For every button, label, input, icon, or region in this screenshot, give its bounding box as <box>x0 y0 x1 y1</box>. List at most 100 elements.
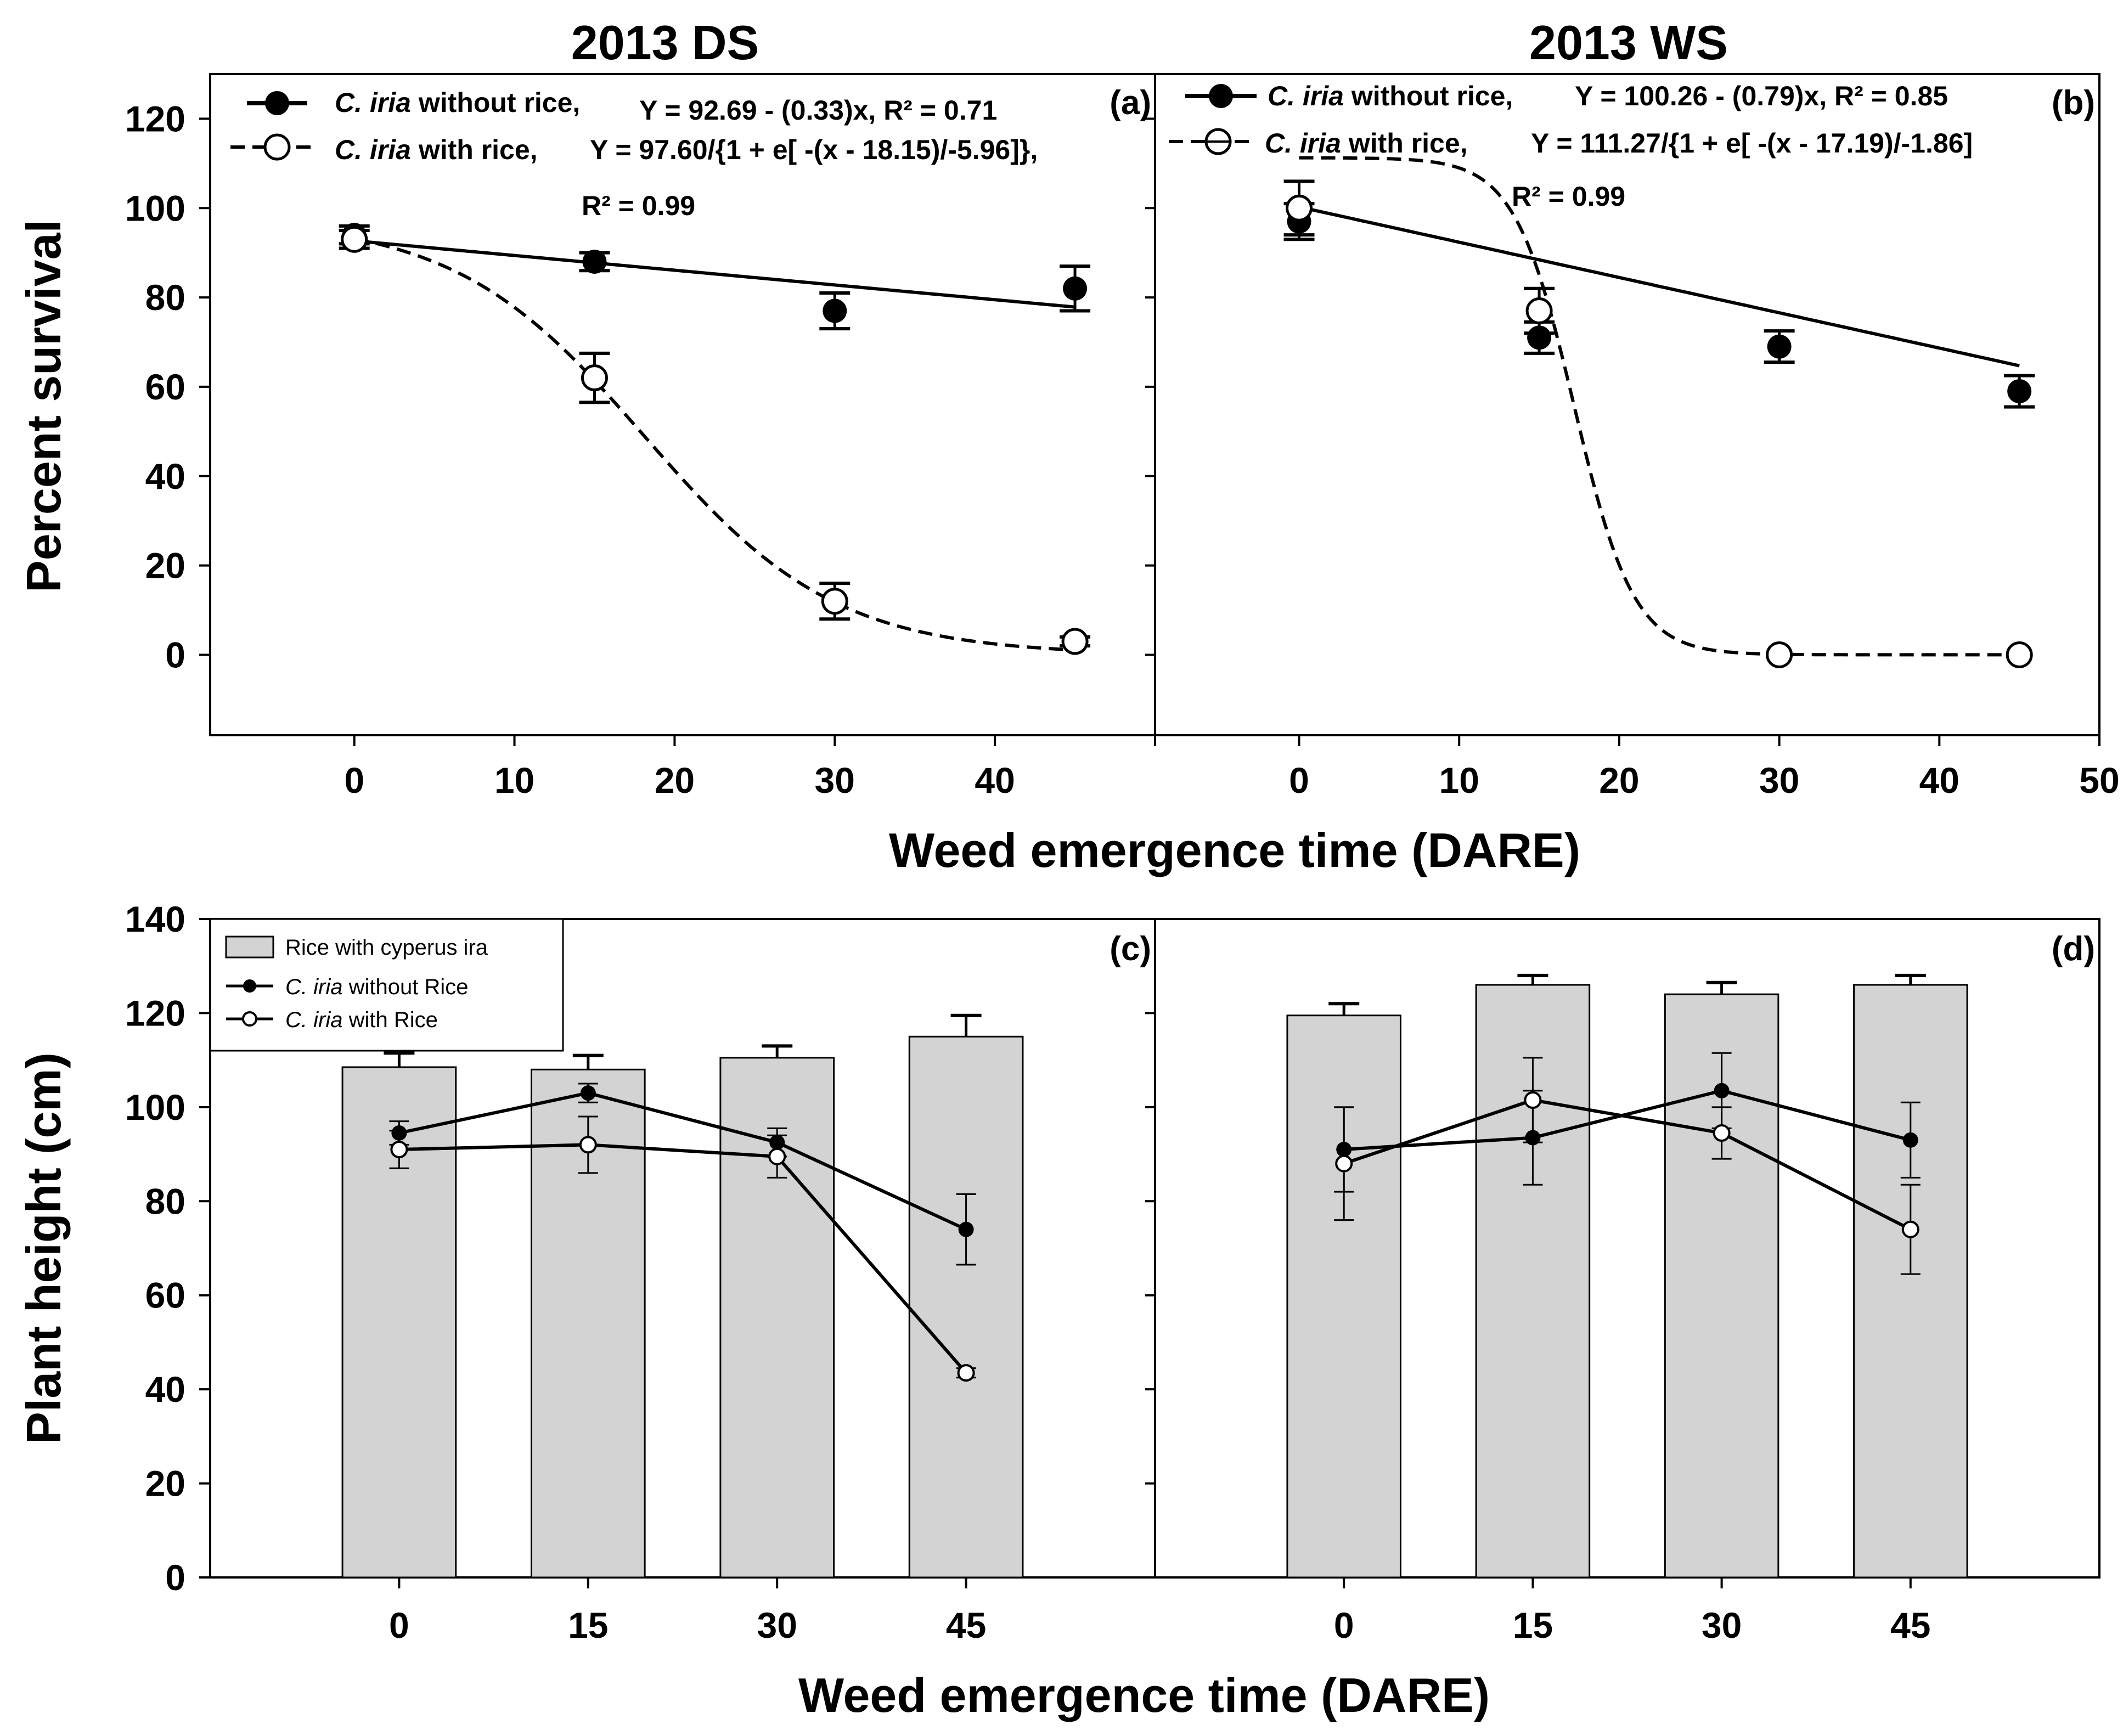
legend-c-open-marker <box>242 1011 257 1027</box>
point-a-without-rice-45 <box>1063 276 1088 301</box>
point-a-with-rice-30 <box>821 588 848 615</box>
y-tick-label-c-140: 140 <box>125 899 185 939</box>
point-b-with-rice-30 <box>1766 641 1793 668</box>
legend-a-filled-marker <box>265 91 289 115</box>
panel-label-b: (b) <box>2052 84 2095 122</box>
point-a-with-rice-0 <box>341 226 368 253</box>
panel-c-height-ds: 0 15 30 45 0 20 40 60 80 100 120 140 <box>125 899 1024 1645</box>
x-axis-label-bottom: Weed emergence time (DARE) <box>798 1668 1490 1722</box>
y-tick-label-c-0: 0 <box>165 1557 185 1598</box>
title-2013-ws: 2013 WS <box>1529 15 1728 70</box>
legend-c-entry-3: C. iria with Rice <box>285 1008 438 1032</box>
x-tick-label-c-30: 30 <box>757 1605 797 1645</box>
point-a-with-rice-15 <box>581 364 608 392</box>
point-d-without-rice-30 <box>1714 1083 1730 1098</box>
legend-a-entry-2-italic: C. iria <box>335 134 411 165</box>
point-d-with-rice-0 <box>1335 1154 1353 1173</box>
legend-panel-b: C. iria without rice, Y = 100.26 - (0.79… <box>1169 81 1973 212</box>
panel-d-height-ws: 0 15 30 45 <box>1145 918 1968 1645</box>
x-tick-label-d-30: 30 <box>1702 1605 1742 1645</box>
point-b-with-rice-15 <box>1525 297 1553 325</box>
point-c-with-rice-0 <box>390 1141 408 1158</box>
y-axis-label-bottom: Plant height (cm) <box>16 1052 71 1444</box>
legend-a-entry-1-text: without rice, <box>411 87 580 118</box>
point-a-without-rice-30 <box>823 298 847 323</box>
point-c-without-rice-15 <box>580 1085 596 1101</box>
legend-a-open-marker <box>263 133 291 161</box>
legend-c-filled-marker <box>243 979 256 993</box>
point-d-without-rice-45 <box>1902 1132 1918 1148</box>
x-tick-label-c-15: 15 <box>568 1605 608 1645</box>
legend-a-entry-2-text: with rice, <box>411 134 538 165</box>
point-c-without-rice-45 <box>958 1221 974 1237</box>
y-tick-label-c-60: 60 <box>145 1275 185 1316</box>
legend-a-entry-1: C. iria without rice, <box>335 87 580 118</box>
x-tick-label-b-50: 50 <box>2079 760 2119 801</box>
panel-b-survival-ws: 0 10 20 30 40 50 <box>1145 117 2120 801</box>
x-tick-label-a-10: 10 <box>494 760 534 801</box>
bar-d-45 <box>1853 984 1968 1579</box>
legend-c-entry-3-text: with Rice <box>342 1008 437 1032</box>
legend-b-entry-1: C. iria without rice, <box>1268 81 1513 111</box>
point-d-with-rice-15 <box>1524 1091 1542 1109</box>
y-tick-label-a-60: 60 <box>145 367 185 407</box>
bar-c-45 <box>908 1035 1024 1579</box>
x-tick-label-a-40: 40 <box>975 760 1015 801</box>
legend-a-r2: R² = 0.99 <box>582 190 695 221</box>
y-tick-label-c-80: 80 <box>145 1181 185 1221</box>
title-2013-ds: 2013 DS <box>571 15 759 70</box>
legend-b-filled-marker <box>1209 84 1233 108</box>
point-c-with-rice-15 <box>579 1136 597 1154</box>
legend-panel-a: C. iria without rice, Y = 92.69 - (0.33)… <box>230 87 1038 221</box>
x-tick-label-b-20: 20 <box>1599 760 1639 801</box>
fit-line-a-without-rice <box>354 239 1075 309</box>
point-a-with-rice-45 <box>1061 628 1089 655</box>
point-b-with-rice-0 <box>1286 194 1313 222</box>
panel-a-survival-ds: 0 10 20 30 40 0 20 40 60 80 100 120 <box>125 98 1156 801</box>
x-tick-label-d-15: 15 <box>1513 1605 1553 1645</box>
point-c-with-rice-45 <box>957 1364 975 1382</box>
x-tick-label-d-45: 45 <box>1890 1605 1930 1645</box>
y-tick-label-c-20: 20 <box>145 1463 185 1504</box>
point-d-with-rice-30 <box>1713 1124 1731 1142</box>
x-tick-label-d-0: 0 <box>1334 1605 1354 1645</box>
legend-c-entry-2: C. iria without Rice <box>285 975 468 999</box>
x-axis-label-top: Weed emergence time (DARE) <box>889 823 1580 877</box>
point-b-without-rice-30 <box>1767 334 1792 359</box>
fit-line-b-with-rice <box>1299 156 2020 657</box>
y-tick-label-a-0: 0 <box>165 634 185 675</box>
panel-label-d: (d) <box>2052 930 2095 968</box>
x-tick-label-c-45: 45 <box>946 1605 986 1645</box>
legend-a-eq-2: Y = 97.60/{1 + e[ -(x - 18.15)/-5.96]}, <box>590 134 1038 165</box>
legend-b-r2: R² = 0.99 <box>1512 181 1625 212</box>
x-tick-label-b-40: 40 <box>1919 760 1959 801</box>
y-tick-label-c-40: 40 <box>145 1369 185 1410</box>
series-line-c-with-rice <box>399 1143 967 1374</box>
legend-b-entry-2-italic: C. iria <box>1265 128 1341 159</box>
bar-d-0 <box>1286 1014 1401 1579</box>
y-axis-label-top: Percent survival <box>16 219 71 593</box>
legend-c-entry-2-italic: C. iria <box>285 975 342 999</box>
legend-c-entry-1: Rice with cyperus ira <box>285 935 488 960</box>
x-tick-label-a-0: 0 <box>344 760 364 801</box>
legend-a-eq-1: Y = 92.69 - (0.33)x, R² = 0.71 <box>639 95 997 126</box>
x-tick-label-a-20: 20 <box>655 760 695 801</box>
series-line-d-with-rice <box>1343 1098 1912 1231</box>
point-d-with-rice-45 <box>1901 1220 1919 1238</box>
series-line-c-without-rice <box>398 1091 967 1231</box>
y-tick-label-a-20: 20 <box>145 545 185 586</box>
legend-c-entry-3-italic: C. iria <box>285 1008 342 1032</box>
legend-c-bar-swatch <box>225 935 274 959</box>
x-tick-label-c-0: 0 <box>389 1605 409 1645</box>
y-tick-label-a-40: 40 <box>145 456 185 497</box>
x-tick-label-b-30: 30 <box>1759 760 1799 801</box>
fit-line-a-with-rice <box>354 236 1075 652</box>
legend-b-entry-2: C. iria with rice, <box>1265 128 1468 159</box>
panel-label-c: (c) <box>1110 930 1151 968</box>
legend-a-entry-1-italic: C. iria <box>335 87 411 118</box>
x-tick-label-b-0: 0 <box>1289 760 1309 801</box>
x-tick-label-b-10: 10 <box>1439 760 1479 801</box>
y-tick-label-c-100: 100 <box>125 1087 185 1128</box>
legend-c-entry-2-text: without Rice <box>342 975 468 999</box>
